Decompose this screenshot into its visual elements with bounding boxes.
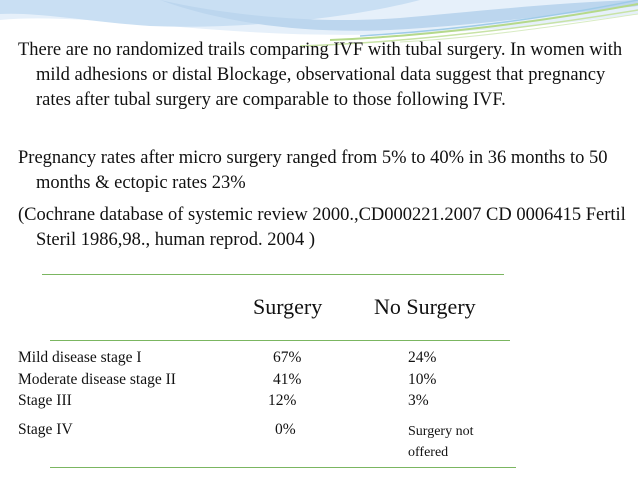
column-header-surgery: Surgery <box>253 294 323 319</box>
row-label-stage-1: Mild disease stage I <box>18 349 142 366</box>
cell-surgery-stage-2: 41% <box>273 371 302 388</box>
column-header-no-surgery: No Surgery <box>374 294 476 319</box>
cell-no-surgery-stage-4: Surgery not offered <box>408 424 474 460</box>
row-label-stage-2: Moderate disease stage II <box>18 371 176 388</box>
cell-surgery-stage-1: 67% <box>273 349 302 366</box>
cell-surgery-stage-4: 0% <box>275 421 296 438</box>
row-label-stage-4: Stage IV <box>18 421 73 438</box>
paragraph-references: (Cochrane database of systemic review 20… <box>18 205 626 250</box>
header-wave-decoration <box>0 0 638 47</box>
row-label-stage-3: Stage III <box>18 392 72 409</box>
table-bottom-rule <box>50 467 516 468</box>
table-header-rule <box>50 340 510 341</box>
paragraph-ivf-comparison: There are no randomized trails comparing… <box>18 40 623 110</box>
cell-no-surgery-stage-1: 24% <box>408 349 437 366</box>
cell-no-surgery-stage-2: 10% <box>408 371 437 388</box>
table-top-rule <box>42 274 504 275</box>
cell-no-surgery-stage-3: 3% <box>408 392 429 409</box>
cell-surgery-stage-3: 12% <box>268 392 297 409</box>
paragraph-micro-surgery-rates: Pregnancy rates after micro surgery rang… <box>18 148 608 193</box>
